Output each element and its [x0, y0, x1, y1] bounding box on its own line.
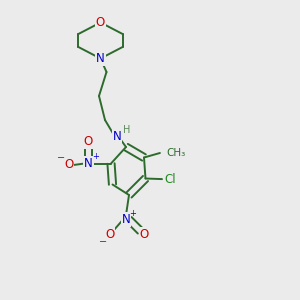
Text: −: −	[99, 236, 108, 247]
Text: +: +	[129, 208, 136, 217]
Text: N: N	[122, 213, 130, 226]
Text: H: H	[123, 125, 130, 135]
Text: O: O	[96, 16, 105, 29]
Text: −: −	[57, 152, 66, 163]
Text: O: O	[64, 158, 74, 172]
Text: O: O	[84, 135, 93, 148]
Text: CH₃: CH₃	[167, 148, 186, 158]
Text: Cl: Cl	[165, 172, 176, 186]
Text: N: N	[84, 157, 93, 170]
Text: N: N	[96, 52, 105, 65]
Text: O: O	[105, 227, 114, 241]
Text: +: +	[92, 152, 98, 161]
Text: O: O	[140, 227, 148, 241]
Text: N: N	[112, 130, 122, 143]
